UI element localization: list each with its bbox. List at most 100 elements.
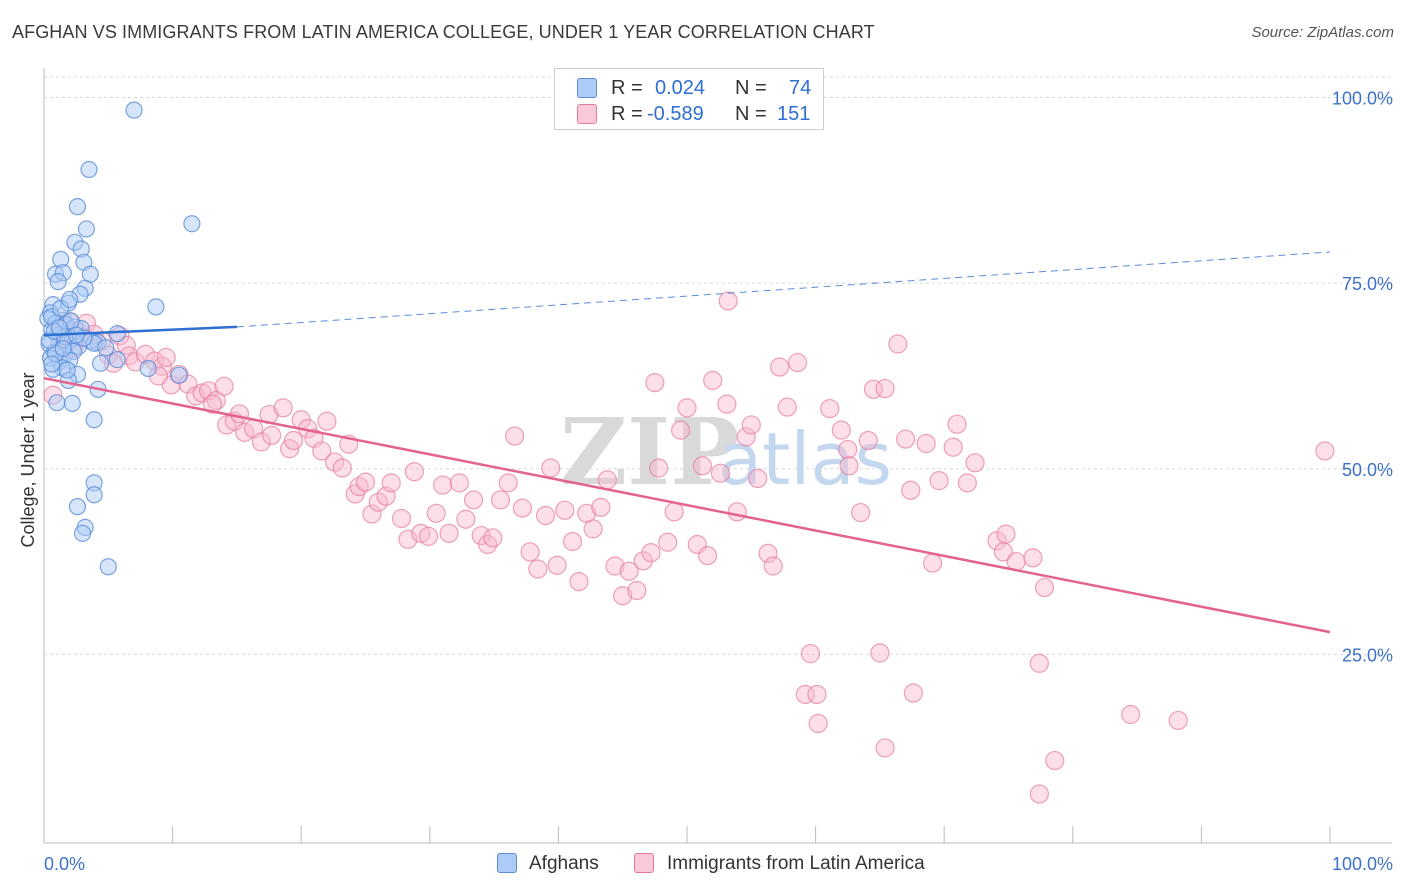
latin-point-99 bbox=[736, 427, 756, 447]
latin-point-52 bbox=[411, 523, 431, 543]
latin-r-value: -0.589 bbox=[647, 103, 704, 125]
afghan-point-72 bbox=[61, 290, 79, 309]
latin-point-136 bbox=[1023, 548, 1043, 568]
latin-point-98 bbox=[718, 291, 738, 311]
afghan-point-2 bbox=[183, 215, 201, 233]
latin-point-108 bbox=[795, 684, 815, 705]
latin-point-102 bbox=[758, 543, 778, 563]
latin-point-85 bbox=[649, 458, 669, 478]
latin-point-70 bbox=[541, 458, 561, 478]
latin-point-66 bbox=[512, 498, 532, 518]
latin-point-114 bbox=[839, 456, 859, 476]
latin-point-88 bbox=[664, 502, 684, 522]
latin-point-90 bbox=[677, 398, 697, 418]
latin-point-95 bbox=[710, 463, 731, 483]
latin-point-82 bbox=[627, 580, 647, 601]
latin-point-96 bbox=[717, 394, 737, 414]
latin-point-44 bbox=[355, 472, 376, 492]
afghan-point-68 bbox=[54, 339, 72, 358]
afghan-point-41 bbox=[108, 351, 126, 369]
afghan-point-70 bbox=[97, 339, 115, 357]
afghan-point-54 bbox=[85, 411, 103, 429]
latin-point-37 bbox=[312, 441, 332, 461]
bottom-afghans-swatch bbox=[497, 853, 517, 873]
latin-point-89 bbox=[670, 420, 691, 440]
latin-point-55 bbox=[433, 475, 453, 495]
latin-point-142 bbox=[1168, 710, 1188, 731]
afghan-point-40 bbox=[91, 354, 110, 372]
afghan-point-60 bbox=[99, 558, 117, 576]
trend-layer bbox=[43, 251, 1331, 634]
afghans-trend-extension bbox=[236, 251, 1331, 328]
latin-point-134 bbox=[996, 524, 1016, 544]
latin-point-76 bbox=[583, 519, 603, 539]
latin-point-94 bbox=[703, 370, 723, 390]
latin-point-126 bbox=[923, 553, 943, 573]
x-tick-label-min: 0.0% bbox=[44, 854, 85, 874]
latin-n-value: 151 bbox=[777, 103, 811, 125]
afghans-r-label: R = bbox=[611, 77, 643, 99]
latin-point-127 bbox=[929, 471, 949, 491]
latin-point-51 bbox=[404, 462, 424, 482]
latin-point-54 bbox=[426, 503, 446, 523]
latin-point-112 bbox=[831, 420, 851, 440]
latin-point-38 bbox=[317, 411, 337, 431]
latin-point-69 bbox=[535, 505, 556, 526]
latin-point-81 bbox=[619, 561, 639, 581]
watermark: ZIP atlas bbox=[560, 398, 892, 506]
latin-points-group bbox=[43, 291, 1335, 804]
latin-point-86 bbox=[645, 373, 665, 393]
latin-point-137 bbox=[1029, 653, 1049, 673]
afghan-point-25 bbox=[108, 325, 126, 343]
latin-point-65 bbox=[505, 426, 525, 446]
latin-point-122 bbox=[896, 429, 916, 449]
watermark-zip: ZIP bbox=[560, 398, 739, 506]
latin-point-109 bbox=[807, 684, 827, 705]
latin-trend-line bbox=[43, 376, 1331, 634]
latin-point-110 bbox=[808, 713, 828, 734]
latin-point-107 bbox=[800, 644, 821, 664]
afghan-point-47 bbox=[170, 366, 188, 384]
latin-point-119 bbox=[875, 378, 895, 399]
bottom-latin-swatch bbox=[634, 853, 654, 873]
latin-point-40 bbox=[332, 458, 352, 478]
y-axis-label: College, Under 1 year bbox=[18, 372, 38, 547]
latin-point-120 bbox=[875, 738, 895, 758]
afghan-point-65 bbox=[58, 361, 76, 379]
latin-point-84 bbox=[641, 543, 661, 563]
latin-point-111 bbox=[820, 399, 840, 419]
afghan-point-3 bbox=[68, 198, 87, 216]
afghan-point-45 bbox=[139, 359, 157, 378]
latin-point-117 bbox=[870, 643, 890, 663]
latin-point-93 bbox=[697, 546, 718, 566]
afghan-point-57 bbox=[68, 498, 87, 516]
source-credit: Source: ZipAtlas.com bbox=[1251, 24, 1394, 41]
afghans-n-label: N = bbox=[735, 77, 767, 99]
latin-point-25 bbox=[229, 404, 250, 424]
afghan-point-56 bbox=[85, 486, 103, 504]
grid-layer bbox=[44, 76, 1392, 655]
afghan-points-group bbox=[39, 101, 201, 576]
latin-point-100 bbox=[741, 415, 761, 435]
afghans-n-value: 74 bbox=[789, 77, 812, 99]
afghan-point-53 bbox=[48, 394, 66, 412]
latin-point-45 bbox=[362, 504, 382, 524]
latin-point-115 bbox=[851, 502, 871, 523]
latin-point-31 bbox=[273, 398, 293, 418]
x-tick-label-max: 100.0% bbox=[1332, 854, 1393, 874]
latin-point-139 bbox=[1034, 577, 1055, 598]
latin-point-28 bbox=[251, 432, 271, 452]
afghan-point-17 bbox=[147, 298, 165, 316]
latin-point-58 bbox=[456, 509, 476, 529]
latin-point-143 bbox=[1315, 441, 1335, 461]
latin-point-49 bbox=[391, 508, 412, 529]
latin-point-56 bbox=[439, 523, 459, 543]
latin-point-22 bbox=[214, 376, 234, 396]
latin-point-57 bbox=[449, 473, 469, 493]
latin-point-48 bbox=[381, 473, 401, 493]
latin-point-72 bbox=[555, 500, 575, 520]
latin-point-33 bbox=[283, 430, 304, 451]
latin-point-39 bbox=[325, 452, 345, 472]
latin-point-74 bbox=[569, 572, 589, 592]
